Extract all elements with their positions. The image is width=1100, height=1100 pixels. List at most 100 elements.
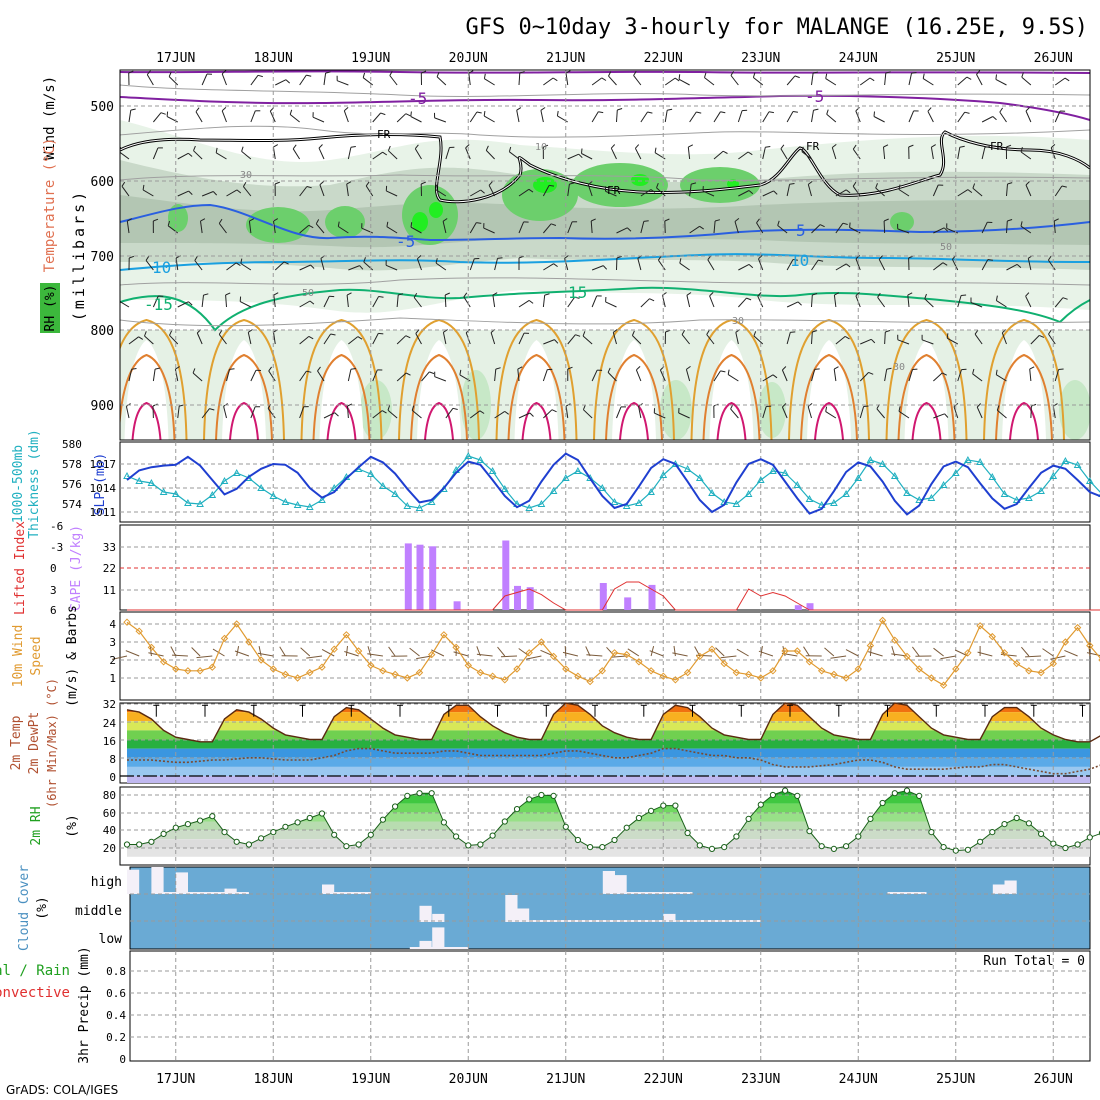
contour-25 — [507, 353, 566, 440]
cape-bars — [404, 540, 814, 611]
wind-barb — [223, 406, 227, 419]
wind-speed-marker — [1049, 659, 1058, 668]
rh-marker — [684, 829, 691, 837]
wind-barb — [344, 651, 359, 657]
wind-barb — [702, 190, 715, 197]
thickness-marker — [1061, 456, 1070, 464]
wind-barb — [319, 184, 325, 197]
wind-barb — [236, 646, 240, 657]
wind-barb-flag — [483, 73, 486, 79]
wind-barb-flag — [468, 70, 474, 74]
wind-barb-flag — [946, 333, 949, 339]
wind-barb — [996, 409, 1007, 419]
wind-barb-flag — [567, 366, 573, 370]
wind-barb-flag — [855, 292, 860, 297]
wind-speed-marker — [464, 661, 473, 670]
wind-barb-flag — [631, 330, 635, 336]
wind-barb — [951, 259, 959, 271]
pressure-tick: 600 — [91, 175, 114, 190]
wind-barb — [363, 261, 374, 271]
contour-label: 30 — [240, 170, 252, 181]
contour-20 — [788, 318, 870, 440]
wind-barb-flag — [649, 298, 655, 302]
precip-tick: 0.6 — [106, 987, 126, 1000]
wind-barb — [811, 110, 814, 123]
wind-speed-marker — [391, 670, 399, 679]
wind-barb — [273, 221, 276, 234]
rh-marker — [855, 833, 862, 840]
wind-barb-flag — [218, 218, 223, 224]
wind-barb-flag — [643, 220, 649, 222]
cloud-bar — [151, 867, 164, 894]
wind-barb-flag — [578, 153, 583, 159]
cloud-bar — [175, 872, 188, 894]
rh-marker — [733, 833, 740, 840]
wind-barb-flag — [601, 77, 607, 81]
wind-barb — [120, 151, 130, 160]
rh-marker — [538, 791, 545, 799]
wind-barb-flag — [551, 409, 557, 413]
wind-barb-flag — [883, 218, 889, 222]
rh-tick: 80 — [103, 789, 116, 802]
wind-barb-flag — [1062, 297, 1068, 300]
wind-barb — [421, 371, 430, 382]
wind-barb — [365, 185, 374, 197]
cape-bar — [453, 601, 461, 610]
wind-barb — [1050, 655, 1066, 660]
contour-25 — [800, 353, 858, 440]
wind-barb — [321, 648, 335, 657]
wind-barb — [859, 77, 871, 86]
contour-25 — [410, 353, 468, 440]
contour-30 — [1009, 401, 1039, 440]
wind-barb-flag — [346, 292, 352, 296]
wind-speed-marker — [208, 663, 217, 671]
wind-barb — [933, 262, 944, 271]
wind-barb — [225, 294, 227, 308]
thickness-marker — [488, 466, 497, 474]
wind-barb — [713, 220, 716, 234]
wind-barb-flag — [387, 145, 391, 151]
cape-li-panel: -6 -3 0 3 6 33 22 11 Lifted Index CAPE (… — [13, 520, 1100, 617]
wind-barb-flag — [678, 74, 681, 80]
wind-barb-flag — [435, 258, 438, 264]
wind-barb — [484, 78, 495, 86]
cloud-trace — [887, 892, 927, 894]
rh-marker — [574, 836, 582, 844]
wind-speed-marker — [562, 665, 570, 673]
wind-barb-flag — [942, 262, 948, 266]
wind-barb — [312, 116, 325, 123]
wind-barb-flag — [436, 72, 440, 77]
wind-barb — [831, 147, 837, 160]
rh-marker — [1074, 841, 1081, 848]
wind-speed-marker — [903, 652, 911, 661]
wind-barb — [591, 369, 598, 382]
wind-barb-flag — [908, 144, 914, 148]
rh-marker — [355, 841, 362, 848]
wind-barb — [258, 646, 262, 657]
wind-barb-flag — [504, 410, 509, 415]
wind-barb — [542, 223, 552, 234]
wind-barb — [883, 220, 886, 234]
wind-barb — [972, 187, 983, 197]
wind-speed-marker — [574, 672, 582, 680]
wind-barb — [201, 73, 208, 86]
thickness-marker — [574, 466, 582, 474]
slp-ylabel-2: Thickness (dm) — [27, 429, 42, 539]
wind-barb-flag — [1039, 334, 1045, 338]
wind-barb-flag — [309, 300, 315, 305]
wind-barb — [930, 147, 934, 160]
wind-barb-flag — [346, 181, 352, 185]
wind-barb — [664, 77, 676, 86]
pressure-tick: 700 — [91, 250, 114, 265]
rh-marker — [367, 831, 374, 838]
wind-speed-marker — [976, 622, 984, 630]
wind-barb — [999, 111, 1007, 123]
wind-barb — [444, 294, 447, 308]
rh-marker — [964, 846, 972, 853]
wind-barb — [738, 190, 750, 197]
contour-25 — [605, 353, 663, 440]
thickness-marker — [135, 476, 144, 484]
wind-barb — [922, 78, 934, 86]
wind-barb — [526, 655, 542, 660]
wind-barb-flag — [212, 191, 218, 196]
